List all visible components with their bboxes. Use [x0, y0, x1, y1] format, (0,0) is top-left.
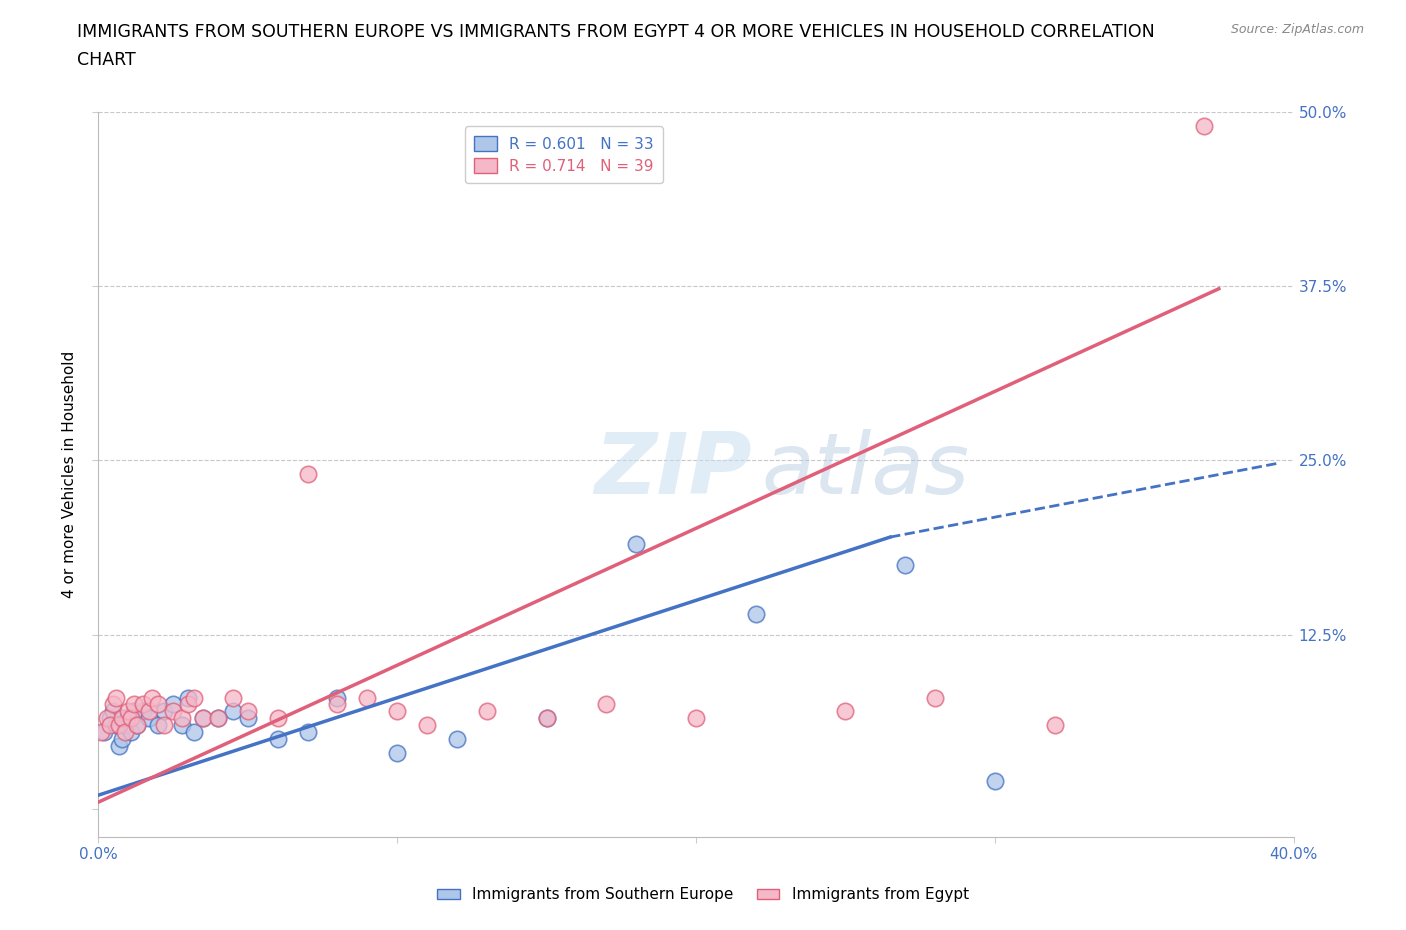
Point: [124, 698, 146, 712]
Y-axis label: 4 or more Vehicles in Household: 4 or more Vehicles in Household: [62, 351, 77, 598]
Point: [236, 711, 259, 726]
Point: [124, 704, 146, 719]
Point: [385, 746, 409, 761]
Point: [162, 704, 184, 719]
Point: [105, 690, 128, 705]
Point: [90, 725, 112, 740]
Text: Source: ZipAtlas.com: Source: ZipAtlas.com: [1230, 23, 1364, 36]
Point: [984, 774, 1007, 789]
Point: [138, 704, 160, 719]
Point: [120, 725, 142, 740]
Point: [108, 738, 131, 753]
Point: [183, 725, 205, 740]
Point: [103, 704, 125, 719]
Point: [141, 690, 163, 705]
Point: [183, 690, 205, 705]
Point: [120, 711, 142, 726]
Point: [536, 711, 558, 726]
Point: [416, 718, 439, 733]
Point: [326, 690, 349, 705]
Point: [536, 711, 558, 726]
Point: [177, 698, 200, 712]
Point: [172, 718, 194, 733]
Point: [297, 467, 319, 482]
Point: [924, 690, 946, 705]
Point: [626, 537, 648, 551]
Point: [1192, 118, 1215, 133]
Point: [222, 690, 245, 705]
Text: CHART: CHART: [77, 51, 136, 69]
Point: [114, 718, 136, 733]
Point: [111, 732, 134, 747]
Point: [98, 718, 122, 733]
Point: [153, 718, 176, 733]
Point: [117, 704, 139, 719]
Point: [177, 690, 200, 705]
Point: [148, 718, 170, 733]
Point: [207, 711, 229, 726]
Point: [222, 704, 245, 719]
Text: IMMIGRANTS FROM SOUTHERN EUROPE VS IMMIGRANTS FROM EGYPT 4 OR MORE VEHICLES IN H: IMMIGRANTS FROM SOUTHERN EUROPE VS IMMIG…: [77, 23, 1156, 41]
Point: [1043, 718, 1066, 733]
Point: [108, 718, 131, 733]
Point: [127, 718, 149, 733]
Legend: Immigrants from Southern Europe, Immigrants from Egypt: Immigrants from Southern Europe, Immigra…: [432, 882, 974, 909]
Point: [162, 698, 184, 712]
Text: ZIP: ZIP: [595, 429, 752, 512]
Point: [267, 711, 290, 726]
Point: [685, 711, 707, 726]
Point: [111, 711, 134, 726]
Point: [834, 704, 856, 719]
Text: atlas: atlas: [762, 429, 970, 512]
Point: [105, 718, 128, 733]
Point: [148, 698, 170, 712]
Point: [236, 704, 259, 719]
Point: [191, 711, 214, 726]
Point: [385, 704, 409, 719]
Point: [745, 606, 768, 621]
Point: [894, 558, 917, 573]
Point: [93, 725, 115, 740]
Point: [326, 698, 349, 712]
Point: [117, 711, 139, 726]
Point: [96, 711, 118, 726]
Point: [446, 732, 468, 747]
Point: [297, 725, 319, 740]
Point: [267, 732, 290, 747]
Point: [356, 690, 378, 705]
Point: [138, 711, 160, 726]
Point: [98, 711, 122, 726]
Point: [114, 725, 136, 740]
Point: [475, 704, 498, 719]
Point: [207, 711, 229, 726]
Point: [132, 698, 155, 712]
Point: [103, 698, 125, 712]
Point: [127, 718, 149, 733]
Point: [153, 704, 176, 719]
Point: [595, 698, 617, 712]
Legend: R = 0.601   N = 33, R = 0.714   N = 39: R = 0.601 N = 33, R = 0.714 N = 39: [464, 126, 662, 183]
Point: [132, 704, 155, 719]
Point: [191, 711, 214, 726]
Point: [172, 711, 194, 726]
